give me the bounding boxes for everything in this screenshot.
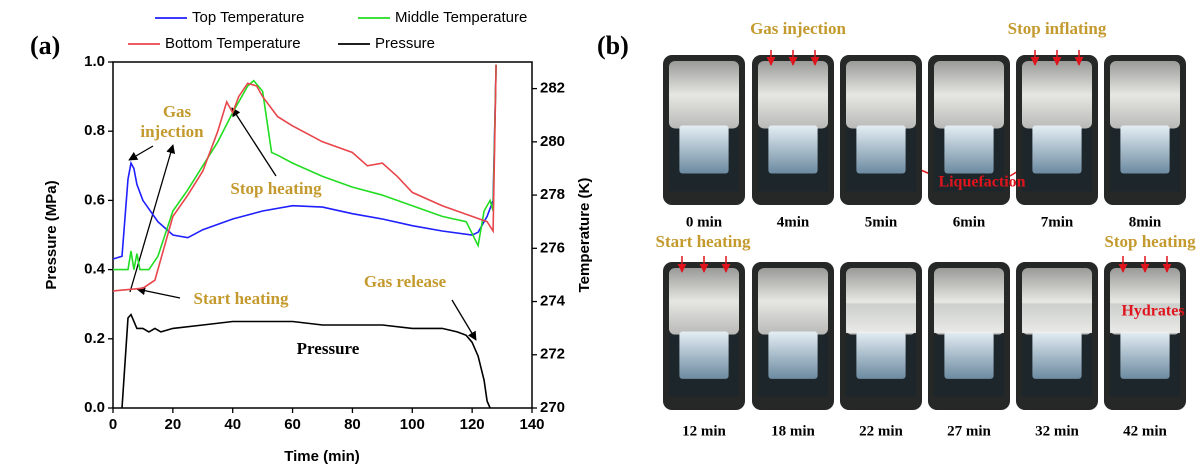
y-tick-label: 0.2	[84, 330, 105, 347]
photo-annotation: Gas injection	[750, 19, 846, 38]
series-line	[113, 65, 496, 270]
annotation: injection	[140, 122, 204, 141]
x-tick-label: 100	[400, 416, 425, 433]
y-tick-label: 0.4	[84, 261, 106, 278]
y2-tick-label: 272	[540, 346, 565, 363]
photo-gas	[1110, 61, 1180, 129]
frame-time: 0 min	[686, 214, 723, 230]
photo-frame	[752, 262, 834, 410]
y2-tick-label: 278	[540, 186, 565, 203]
y-tick-label: 0.6	[84, 191, 105, 208]
frame-time: 6min	[953, 214, 986, 230]
photo-annotation: Hydrates	[1121, 303, 1184, 320]
y2-tick-label: 280	[540, 133, 565, 150]
annotation: Pressure	[297, 339, 360, 358]
annotation: Gas release	[364, 272, 447, 291]
photo-gas	[669, 268, 739, 335]
y-axis-title: Pressure (MPa)	[43, 180, 60, 289]
photo-frame	[1016, 55, 1098, 205]
panel-label: (b)	[597, 31, 629, 60]
y-tick-label: 0.8	[84, 122, 105, 139]
photo-cylinder	[856, 332, 905, 379]
photo-cylinder	[679, 332, 728, 379]
photo-cylinder	[1120, 126, 1169, 174]
photo-cylinder	[679, 126, 728, 174]
frame-time: 7min	[1041, 214, 1074, 230]
y-tick-label: 1.0	[84, 53, 105, 70]
photo-frame	[840, 55, 922, 205]
series-line	[122, 315, 490, 408]
x-axis-title: Time (min)	[284, 448, 360, 465]
photo-frame	[1104, 262, 1186, 410]
photo-frame	[663, 55, 745, 205]
photo-gas	[1022, 61, 1092, 129]
photo-frame	[1104, 55, 1186, 205]
x-tick-label: 80	[344, 416, 361, 433]
photo-gas	[758, 61, 828, 129]
photo-cylinder	[768, 332, 817, 379]
photo-cylinder	[768, 126, 817, 174]
series-line	[113, 65, 496, 259]
frame-time: 5min	[865, 214, 898, 230]
x-tick-label: 0	[109, 416, 117, 433]
figure: (a) Time (min) Pressure (MPa) Temperatur…	[0, 0, 1204, 471]
y2-axis-title: Temperature (K)	[576, 178, 593, 293]
photo-frame	[928, 262, 1010, 410]
series-line	[113, 65, 496, 291]
frame-time: 22 min	[859, 423, 903, 439]
y-tick-label: 0.0	[84, 399, 105, 416]
annotation: Start heating	[194, 289, 289, 308]
legend-label: Pressure	[375, 35, 435, 52]
legend-label: Top Temperature	[192, 9, 304, 26]
photo-frame	[1016, 262, 1098, 410]
photo-cylinder	[856, 126, 905, 174]
photo-frame	[663, 262, 745, 410]
frame-time: 18 min	[771, 423, 815, 439]
photo-cylinder	[1120, 332, 1169, 379]
photo-cylinder	[944, 126, 993, 174]
photo-cylinder	[1032, 332, 1081, 379]
annotation-arrows	[129, 108, 476, 340]
frame-time: 8min	[1129, 214, 1162, 230]
x-tick-label: 60	[284, 416, 301, 433]
x-tick-label: 120	[460, 416, 485, 433]
annotation: Gas	[163, 102, 192, 121]
frame-time: 42 min	[1123, 423, 1167, 439]
photo-hydrate	[1022, 303, 1092, 333]
y2-tick-label: 276	[540, 239, 565, 256]
legend-label: Bottom Temperature	[165, 35, 301, 52]
x-tick-label: 40	[224, 416, 241, 433]
panel-label: (a)	[30, 31, 60, 60]
photo-gas	[669, 61, 739, 129]
photo-cylinder	[944, 332, 993, 379]
photo-gas	[934, 61, 1004, 129]
photo-hydrate	[934, 303, 1004, 333]
frame-time: 32 min	[1035, 423, 1079, 439]
photo-frame	[840, 262, 922, 410]
frame-time: 4min	[777, 214, 810, 230]
photo-annotation: Stop inflating	[1008, 19, 1107, 38]
photo-annotation: Liquefaction	[938, 174, 1025, 191]
photo-gas	[846, 61, 916, 129]
photo-frame	[752, 55, 834, 205]
photo-hydrate	[846, 303, 916, 333]
x-tick-label: 20	[165, 416, 182, 433]
legend-label: Middle Temperature	[395, 9, 527, 26]
photo-gas	[758, 268, 828, 335]
photo-cylinder	[1032, 126, 1081, 174]
x-tick-label: 140	[519, 416, 544, 433]
y2-tick-label: 270	[540, 399, 565, 416]
photo-annotation: Start heating	[656, 232, 751, 251]
y2-tick-label: 282	[540, 80, 565, 97]
y2-tick-label: 274	[540, 293, 566, 310]
photo-annotation: Stop heating	[1104, 232, 1196, 251]
annotation: Stop heating	[230, 179, 322, 198]
frame-time: 12 min	[682, 423, 726, 439]
frame-time: 27 min	[947, 423, 991, 439]
